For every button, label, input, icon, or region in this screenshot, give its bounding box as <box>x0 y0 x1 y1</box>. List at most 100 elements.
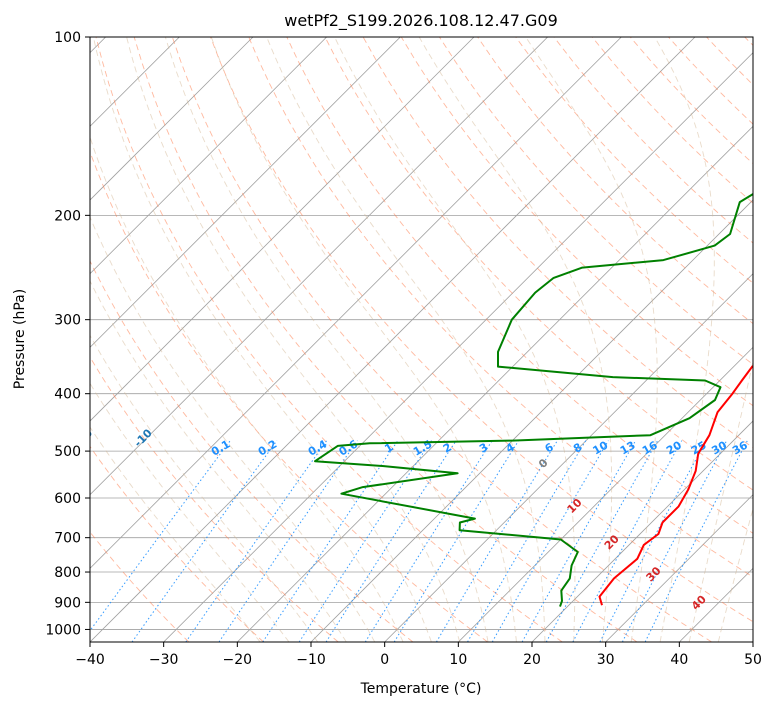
isotherm-line <box>752 641 753 642</box>
mixing-ratio-line <box>298 440 432 642</box>
y-tick-label: 600 <box>54 491 81 507</box>
moist-adiabat-line <box>90 426 261 642</box>
isotherm-line <box>237 125 753 642</box>
mixing-ratio-label: 0.1 <box>209 438 232 459</box>
x-axis-label: Temperature (°C) <box>360 681 482 697</box>
background-lines <box>90 37 753 642</box>
dry-adiabat-line <box>210 37 753 623</box>
isotherm-line <box>90 37 622 569</box>
x-tick-label: −20 <box>223 652 253 668</box>
mixing-ratio-label: 13 <box>618 439 638 458</box>
dry-adiabat-line <box>90 445 264 642</box>
x-tick-label: −40 <box>75 652 105 668</box>
isotherm-line <box>458 346 753 642</box>
mixing-ratio-line <box>621 440 728 642</box>
moist-adiabat-line <box>654 37 715 642</box>
isotherm-line <box>163 52 753 642</box>
moist-adiabat-line <box>164 37 489 642</box>
isotherm-line <box>384 273 753 642</box>
moist-adiabat-label: 20 <box>602 532 622 552</box>
y-tick-label: 400 <box>54 387 81 403</box>
dry-adiabat-label: -30 <box>12 426 35 449</box>
x-tick-label: −10 <box>296 652 326 668</box>
dry-adiabat-line <box>133 37 638 642</box>
moist-adiabat-line <box>90 382 290 642</box>
mixing-ratio-line <box>467 440 587 642</box>
moist-adiabat-line <box>688 359 753 642</box>
y-axis: 100 200 300 400 500 600 700 800 900 1000 <box>45 30 90 638</box>
dry-adiabat-line <box>95 37 563 642</box>
moist-adiabat-line <box>525 37 658 642</box>
isotherm-line <box>90 37 401 348</box>
dry-adiabat-line <box>744 37 753 47</box>
mixing-ratio-line <box>262 440 399 642</box>
moist-adiabat-line <box>334 37 576 642</box>
moist-adiabat-label: 10 <box>565 496 585 516</box>
temperature-line <box>598 364 753 606</box>
isotherm-line <box>679 567 753 642</box>
isotherm-line <box>90 37 548 496</box>
mixing-ratio-line <box>131 440 278 642</box>
isotherm-line <box>90 37 475 422</box>
moist-adiabat-label: 30 <box>644 564 664 584</box>
dry-adiabat-line <box>171 37 712 642</box>
x-tick-label: 30 <box>597 652 615 668</box>
mixing-ratio-label: 0.6 <box>337 437 361 458</box>
x-tick-label: 40 <box>670 652 688 668</box>
profile-series <box>314 192 753 607</box>
dry-adiabat-line <box>477 37 753 325</box>
dry-adiabat-line <box>286 37 753 534</box>
x-axis: −40 −30 −20 −10 0 10 20 30 40 50 <box>75 642 762 668</box>
mixing-ratio-label: 30 <box>709 438 729 457</box>
moist-adiabat-label: 40 <box>689 592 709 612</box>
isotherm-line <box>90 37 254 201</box>
x-tick-label: −30 <box>149 652 179 668</box>
x-tick-label: 50 <box>744 652 762 668</box>
mixing-ratio-line <box>521 440 637 642</box>
dry-adiabat-line <box>706 37 753 86</box>
dewpoint-line <box>314 192 753 607</box>
mixing-ratio-line <box>545 440 659 642</box>
dry-adiabat-line <box>90 356 339 642</box>
mixing-ratio-line <box>364 440 493 642</box>
mixing-ratio-label: 3 <box>477 441 490 456</box>
isotherm-line <box>310 199 753 642</box>
mixing-ratio-label: 0.2 <box>256 438 279 459</box>
moist-adiabat-line <box>90 216 376 642</box>
dry-adiabat-line <box>591 37 753 204</box>
moist-adiabat-line <box>266 37 546 642</box>
moist-adiabat-line <box>90 334 319 642</box>
moist-adiabat-line <box>90 135 404 642</box>
moist-adiabat-line <box>210 37 517 642</box>
mixing-ratio-line <box>218 440 358 642</box>
isotherm-line <box>531 420 753 642</box>
dry-adiabat-line <box>668 37 753 125</box>
x-tick-label: 20 <box>523 652 541 668</box>
chart-title: wetPf2_S199.2026.108.12.47.G09 <box>284 11 558 31</box>
y-tick-label: 900 <box>54 595 81 611</box>
isotherm-line <box>90 37 696 642</box>
mixing-ratio-line <box>393 440 520 642</box>
mixing-ratio-label: 0.4 <box>306 437 330 458</box>
moist-adiabat-line <box>126 37 461 642</box>
mixing-ratio-line <box>185 440 328 642</box>
moist-adiabat-line <box>717 506 753 642</box>
mixing-ratio-label: 10 <box>590 438 610 457</box>
y-tick-label: 100 <box>54 30 81 46</box>
moist-adiabat-line <box>418 37 613 642</box>
dry-adiabat-line <box>90 531 190 642</box>
dry-adiabat-label: -20 <box>72 426 95 449</box>
mixing-ratio-line <box>325 440 457 642</box>
x-tick-label: 10 <box>449 652 467 668</box>
isotherm-line <box>90 37 327 275</box>
mixing-ratio-line <box>90 440 231 632</box>
dry-adiabat-line <box>248 37 753 578</box>
isotherm-line <box>605 494 753 642</box>
mixing-ratio-line <box>644 440 748 642</box>
mixing-ratio-line <box>435 440 558 642</box>
moist-adiabat-label: 0 <box>536 456 551 471</box>
y-tick-label: 700 <box>54 531 81 547</box>
dry-adiabat-line <box>90 150 488 642</box>
y-axis-label: Pressure (hPa) <box>12 289 28 389</box>
y-tick-label: 800 <box>54 565 81 581</box>
